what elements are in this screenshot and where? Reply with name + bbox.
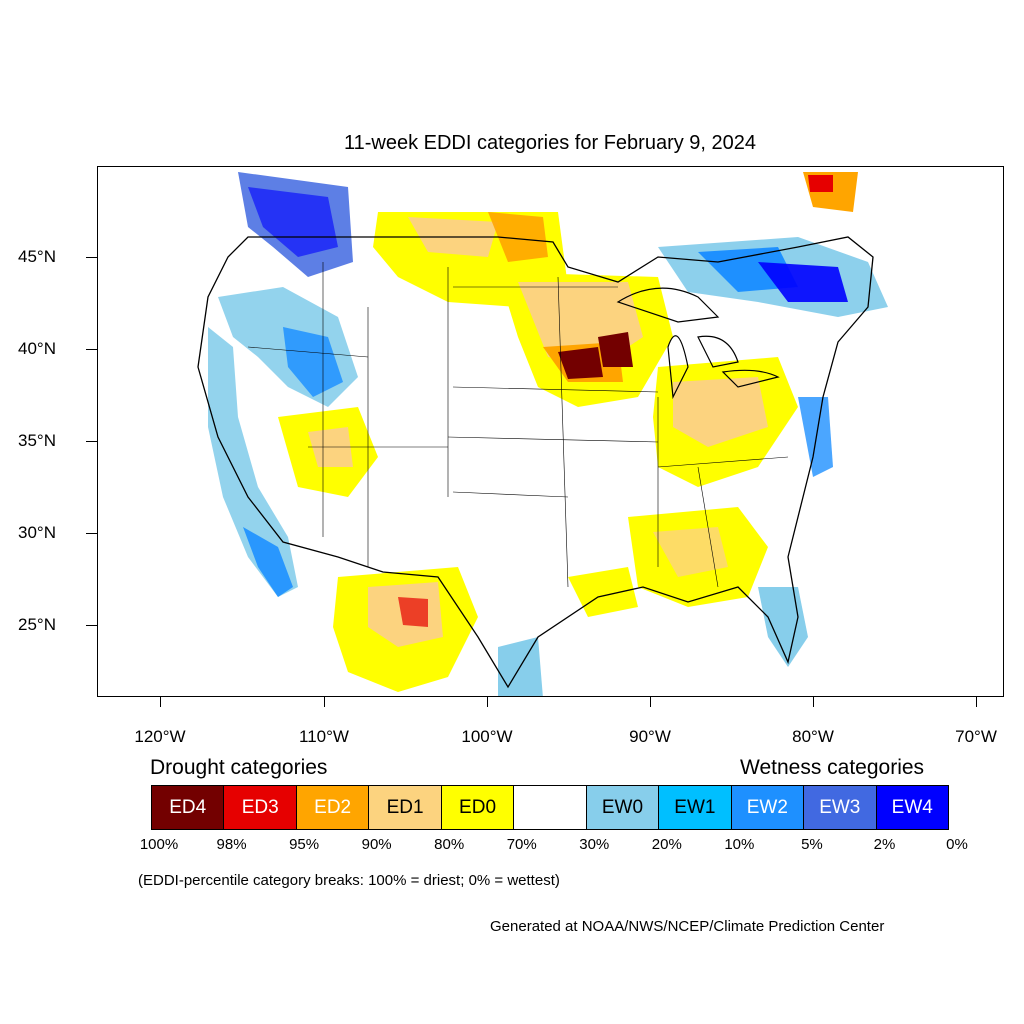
lat-label: 25°N xyxy=(18,615,56,634)
lon-label: 110°W xyxy=(299,727,349,746)
lat-label: 45°N xyxy=(18,247,56,266)
percent-break-label: 95% xyxy=(289,836,320,853)
legend-cell-ed4: ED4 xyxy=(152,786,225,829)
percent-break-label: 98% xyxy=(216,836,247,853)
percent-break-label: 70% xyxy=(506,836,537,853)
lat-tick xyxy=(86,349,97,350)
legend-cell-ew4: EW4 xyxy=(876,786,948,829)
lon-tick xyxy=(487,697,488,707)
percent-break-label: 80% xyxy=(434,836,465,853)
legend-cell-ew1: EW1 xyxy=(659,786,732,829)
lon-label: 120°W xyxy=(134,727,186,746)
lon-tick xyxy=(324,697,325,707)
lake-outlines xyxy=(616,287,780,400)
map-canvas xyxy=(197,172,888,696)
lon-label: 80°W xyxy=(792,727,834,746)
legend-cell-ed0: ED0 xyxy=(441,786,515,829)
lon-tick xyxy=(813,697,814,707)
boundaries xyxy=(197,236,874,689)
percent-break-label: 100% xyxy=(139,836,179,853)
lat-label: 35°N xyxy=(18,431,56,450)
wetness-heading: Wetness categories xyxy=(740,756,925,779)
percent-break-label: 0% xyxy=(946,836,968,853)
lat-label: 40°N xyxy=(18,339,56,358)
lon-label: 70°W xyxy=(955,727,997,746)
percent-break-label: 20% xyxy=(651,836,682,853)
legend-cell-ed1: ED1 xyxy=(369,786,442,829)
percent-break-label: 30% xyxy=(579,836,610,853)
legend-cell-neutral xyxy=(514,786,587,829)
state-lines xyxy=(247,262,789,588)
lon-label: 90°W xyxy=(629,727,671,746)
legend-cell-ew2: EW2 xyxy=(731,786,805,829)
lat-tick xyxy=(86,625,97,626)
category-note: (EDDI-percentile category breaks: 100% =… xyxy=(138,872,560,889)
legend-cell-ew3: EW3 xyxy=(804,786,877,829)
lon-tick xyxy=(650,697,651,707)
lat-tick xyxy=(86,441,97,442)
eddi-map xyxy=(97,166,1004,697)
drought-heading: Drought categories xyxy=(150,756,328,779)
legend-cell-ed3: ED3 xyxy=(224,786,297,829)
map-title: 11-week EDDI categories for February 9, … xyxy=(343,132,757,154)
percent-break-label: 10% xyxy=(724,836,755,853)
percent-break-label: 90% xyxy=(361,836,392,853)
percent-break-label: 2% xyxy=(873,836,896,853)
category-patches xyxy=(208,172,888,696)
lon-label: 100°W xyxy=(461,727,513,746)
legend-cell-ed2: ED2 xyxy=(296,786,370,829)
percent-break-label: 5% xyxy=(801,836,823,853)
lat-tick xyxy=(86,533,97,534)
lat-label: 30°N xyxy=(18,523,56,542)
lat-tick xyxy=(86,257,97,258)
legend-colorbar: ED4 ED3 ED2 ED1 ED0 EW0 EW1 EW2 EW3 EW4 xyxy=(151,785,949,830)
legend-cell-ew0: EW0 xyxy=(586,786,660,829)
lon-tick xyxy=(976,697,977,707)
lon-tick xyxy=(160,697,161,707)
credit-line: Generated at NOAA/NWS/NCEP/Climate Predi… xyxy=(490,918,885,935)
